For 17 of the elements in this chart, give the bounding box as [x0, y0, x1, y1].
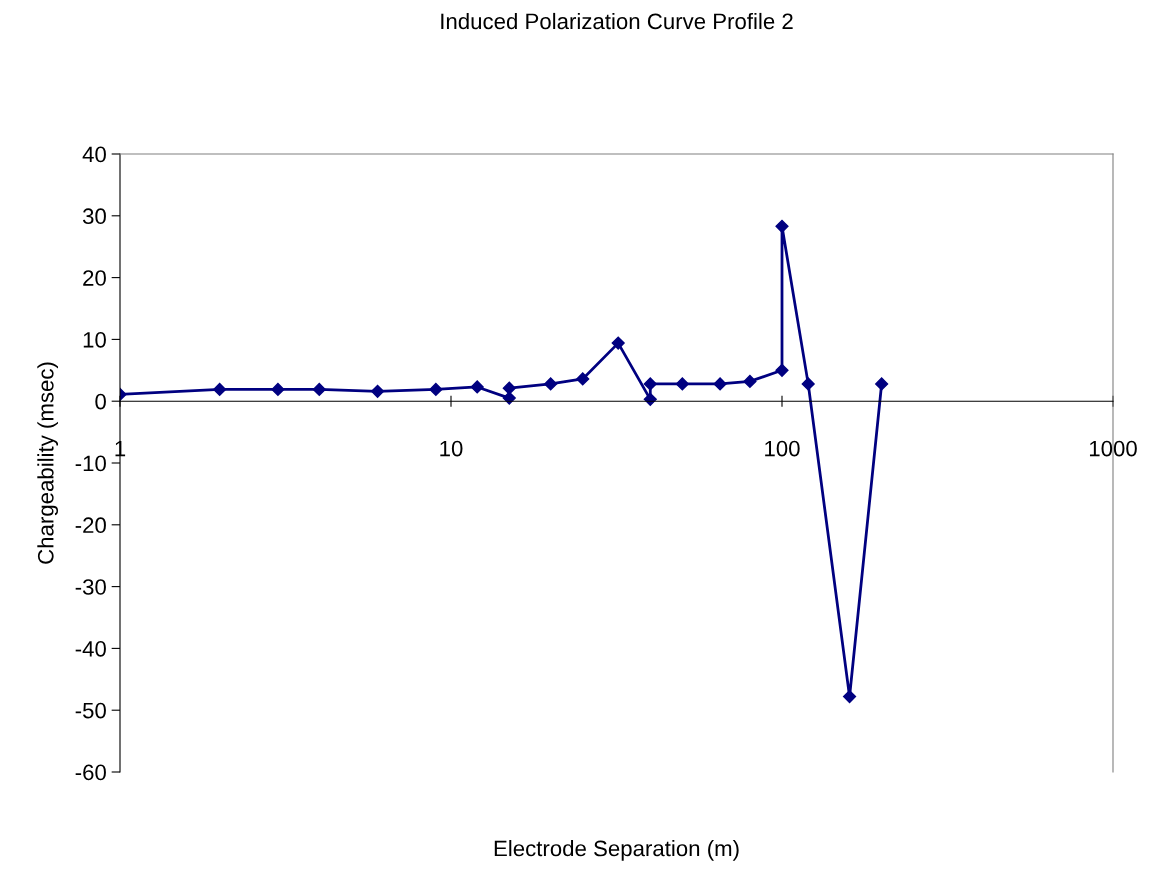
y-tick-label: 40	[82, 146, 106, 163]
y-tick-label: -40	[75, 640, 106, 657]
y-tick-label: 0	[95, 393, 106, 410]
x-tick-label: 100	[765, 440, 800, 457]
y-tick-label: -10	[75, 455, 106, 472]
y-tick-label: -30	[75, 579, 106, 595]
x-tick-label: 1000	[1089, 440, 1137, 457]
y-tick-label: -20	[75, 517, 106, 534]
y-tick-label: -50	[75, 702, 106, 719]
y-tick-label: 10	[83, 331, 106, 348]
y-tick-label: -60	[75, 764, 106, 781]
y-tick-label: 30	[82, 208, 106, 225]
chart-title: Induced Polarization Curve Profile 2	[441, 12, 793, 30]
y-axis-title: Chargeability (msec)	[37, 362, 59, 564]
y-tick-label: 20	[83, 270, 106, 286]
x-tick-label: 10	[440, 440, 463, 457]
x-axis-title: Electrode Separation (m)	[494, 839, 739, 861]
